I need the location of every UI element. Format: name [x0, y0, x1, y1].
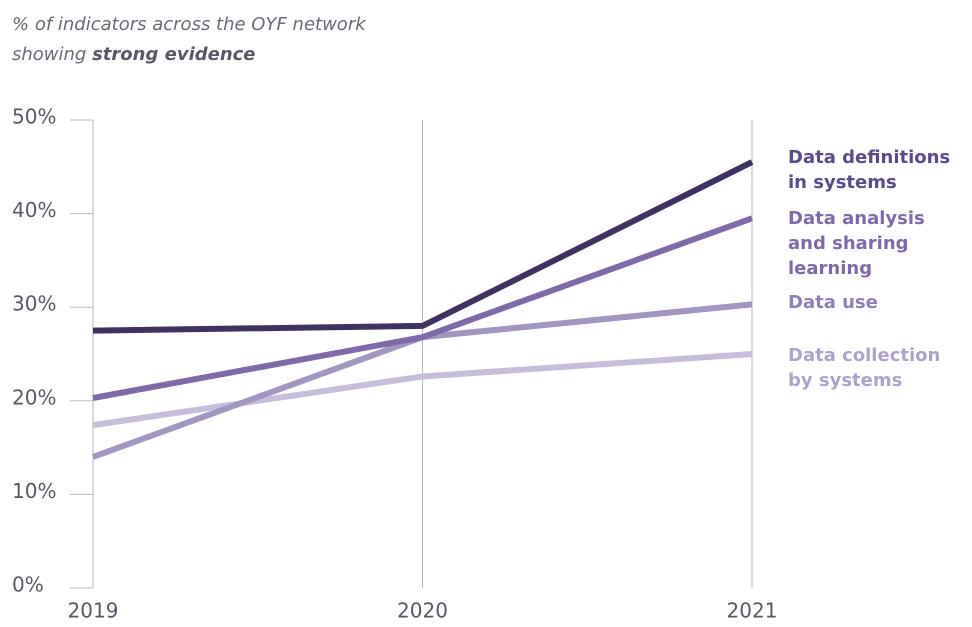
series-line: [92, 159, 754, 334]
x-tick-label: 2019: [68, 599, 119, 623]
series-line: [92, 215, 754, 401]
chart-title: % of indicators across the OYF network s…: [12, 10, 366, 70]
title-emphasis: strong evidence: [92, 44, 256, 65]
y-tick-label: 20%: [12, 385, 56, 409]
y-tick-label: 40%: [12, 198, 56, 222]
y-tick-label: 30%: [12, 292, 56, 316]
y-tick-label: 50%: [12, 105, 56, 129]
legend-label: Data collection by systems: [788, 345, 941, 391]
title-line: % of indicators across the OYF network: [12, 14, 366, 35]
x-tick-label: 2020: [397, 599, 448, 623]
y-tick-label: 10%: [12, 479, 56, 503]
title-text: showing: [12, 44, 87, 65]
x-tick-label: 2021: [727, 599, 778, 623]
series-line: [92, 351, 753, 429]
title-line: showing strong evidence: [12, 40, 366, 70]
y-tick-label: 0%: [12, 573, 44, 597]
legend-label: Data definitions in systems: [788, 147, 951, 193]
legend-label: Data analysis and sharing learning: [788, 208, 925, 279]
legend-label: Data use: [788, 292, 878, 313]
